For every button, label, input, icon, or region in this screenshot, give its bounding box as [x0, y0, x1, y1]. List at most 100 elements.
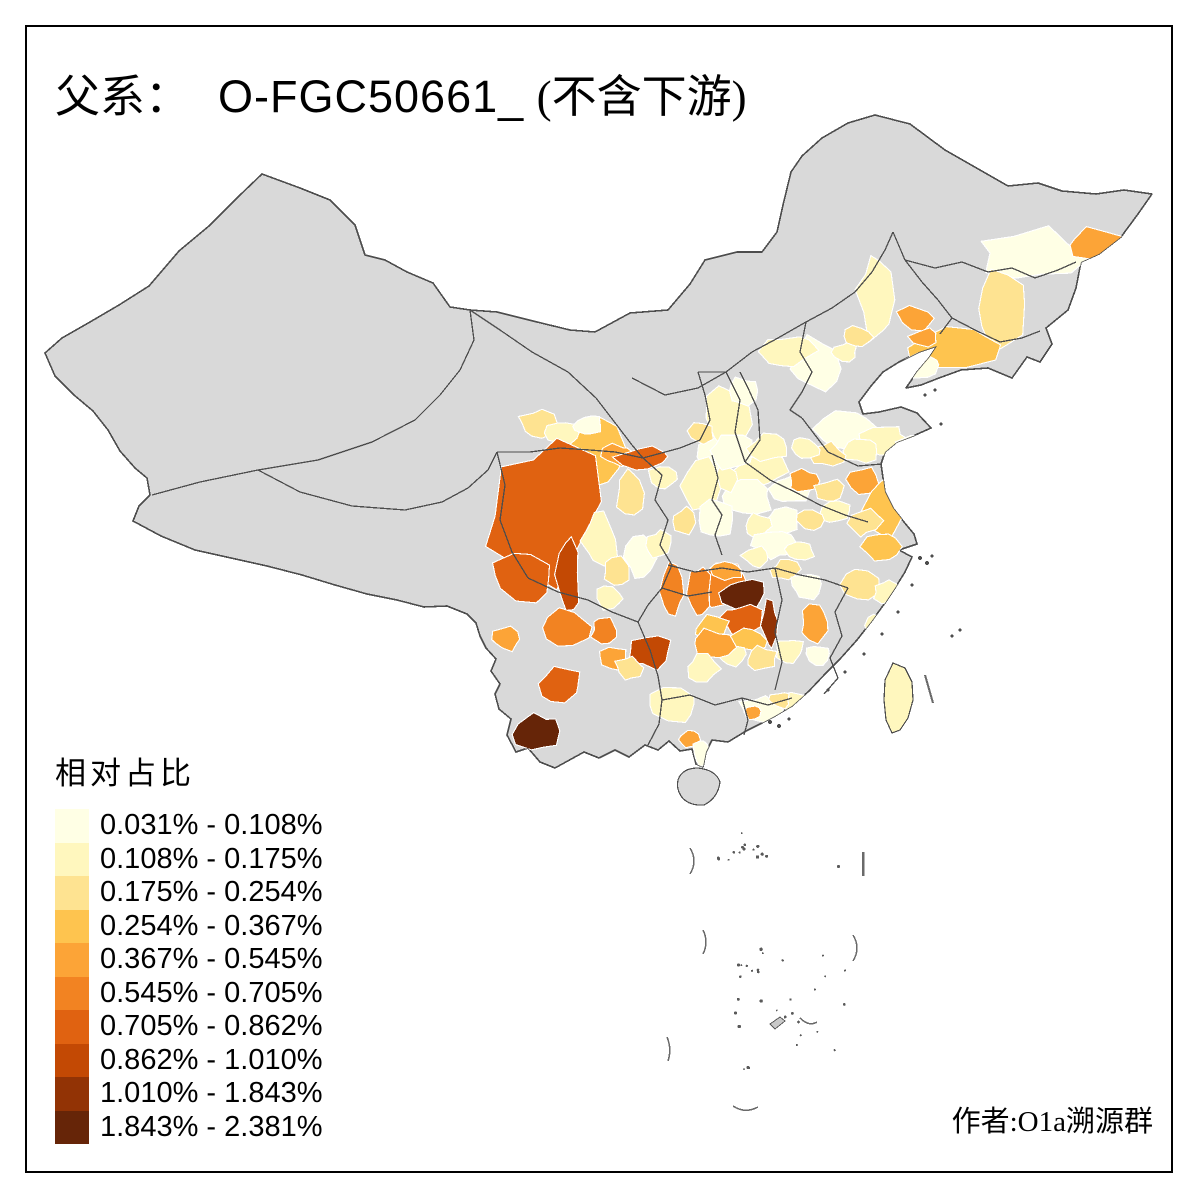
- prefecture-region: [830, 342, 857, 363]
- prefecture-region: [790, 573, 822, 601]
- prefecture-region: [718, 578, 765, 611]
- prefecture-region: [775, 639, 805, 665]
- south-china-sea-islets: [716, 832, 846, 1070]
- islet-dot: [743, 843, 747, 847]
- province-boundaries: [151, 231, 1077, 746]
- prefecture-region: [687, 652, 723, 683]
- islet-dot: [756, 844, 760, 849]
- prefecture-region: [859, 533, 903, 562]
- prefecture-region: [596, 585, 624, 611]
- prefecture-region: [491, 552, 551, 604]
- attribution-text: 作者:O1a溯源群: [951, 1106, 1153, 1138]
- islet-dot: [821, 954, 824, 957]
- legend-row: 0.705% - 0.862%: [55, 1010, 322, 1044]
- prefecture-region: [749, 531, 799, 561]
- legend-swatch: [55, 943, 89, 977]
- prefecture-region: [686, 566, 712, 617]
- prefecture-region: [790, 437, 821, 459]
- prefecture-region: [906, 327, 937, 348]
- islet-dot: [741, 832, 743, 834]
- south-china-sea-features: [666, 674, 934, 1111]
- islet-dot: [752, 848, 755, 851]
- prefecture-region: [491, 625, 521, 653]
- prefecture-region: [759, 598, 779, 650]
- legend-label: 0.545% - 0.705%: [100, 976, 323, 1009]
- islet-dot: [738, 851, 741, 854]
- prefecture-region: [542, 607, 593, 647]
- islet-dot: [755, 855, 760, 859]
- legend-row: 0.254% - 0.367%: [55, 909, 322, 943]
- islet-dot: [745, 964, 748, 968]
- legend-row: 0.545% - 0.705%: [55, 976, 323, 1010]
- legend-swatch: [55, 876, 89, 910]
- islet-dot: [795, 1043, 798, 1047]
- islet-dot: [760, 852, 764, 856]
- islet-dot: [739, 975, 742, 978]
- islet-dot: [781, 959, 784, 962]
- prefecture-region: [978, 268, 1026, 354]
- legend-label: 0.367% - 0.545%: [100, 943, 323, 976]
- legend-swatch: [55, 1010, 89, 1044]
- prefecture-region: [686, 422, 714, 446]
- prefecture-region: [728, 376, 759, 407]
- islet-dot: [734, 1011, 737, 1015]
- islet-dot: [833, 1049, 836, 1052]
- prefecture-region: [745, 432, 788, 463]
- legend-swatch: [55, 1077, 89, 1111]
- islet-dot: [842, 1003, 846, 1006]
- islet-dot: [765, 854, 769, 858]
- islet-dot: [727, 858, 730, 861]
- legend-swatch: [55, 809, 89, 843]
- prefecture-region: [721, 479, 772, 515]
- islet-dot: [791, 1012, 794, 1015]
- prefecture-region: [783, 541, 816, 561]
- title-prefix: 父系：: [55, 72, 191, 122]
- prefecture-region: [739, 545, 769, 569]
- islet-dot: [741, 845, 744, 849]
- prefecture-region: [511, 711, 561, 751]
- prefecture-region: [789, 467, 821, 493]
- prefecture-region: [801, 603, 829, 645]
- islet-dot: [816, 1030, 819, 1033]
- legend: 相对占比 0.031% - 0.108% 0.108% - 0.175% 0.175…: [55, 748, 322, 1144]
- prefecture-region: [615, 467, 645, 516]
- islet-dot: [737, 1024, 741, 1029]
- prefecture-region: [709, 560, 743, 582]
- islet-dot: [737, 963, 740, 967]
- prefecture-region: [543, 422, 580, 446]
- legend-swatch: [55, 976, 89, 1010]
- legend-row: 1.010% - 1.843%: [55, 1077, 322, 1111]
- prefecture-regions: [484, 225, 1130, 768]
- islet-dot: [837, 865, 840, 868]
- prefecture-region: [694, 627, 738, 659]
- legend-swatch: [55, 909, 89, 943]
- islet-dot: [797, 1020, 800, 1024]
- islet-dot: [756, 970, 760, 974]
- legend-row: 0.031% - 0.108%: [55, 809, 322, 843]
- prefecture-region: [709, 434, 753, 471]
- prefecture-region: [613, 655, 645, 681]
- taiwan-island: [883, 662, 914, 734]
- legend-swatch: [55, 842, 89, 876]
- prefecture-region: [747, 644, 778, 672]
- legend-label: 0.862% - 1.010%: [100, 1043, 323, 1076]
- islet-dot: [716, 856, 720, 860]
- itu-aba-islet: [769, 1016, 786, 1030]
- prefecture-region: [698, 498, 734, 537]
- prefecture-region: [813, 478, 845, 502]
- legend-label: 0.705% - 0.862%: [100, 1010, 323, 1043]
- prefecture-region: [743, 705, 762, 721]
- islet-dot: [740, 964, 743, 967]
- prefecture-region: [603, 555, 630, 586]
- islet-dot: [732, 851, 736, 854]
- islet-dot: [813, 988, 817, 991]
- islet-dot: [751, 969, 754, 972]
- plot-frame: [25, 25, 1173, 1173]
- islet-dot: [799, 1034, 802, 1037]
- islet-dot: [747, 1066, 751, 1070]
- prefecture-region: [854, 254, 896, 344]
- prefecture-region: [572, 415, 602, 435]
- legend-label: 1.010% - 1.843%: [100, 1077, 323, 1110]
